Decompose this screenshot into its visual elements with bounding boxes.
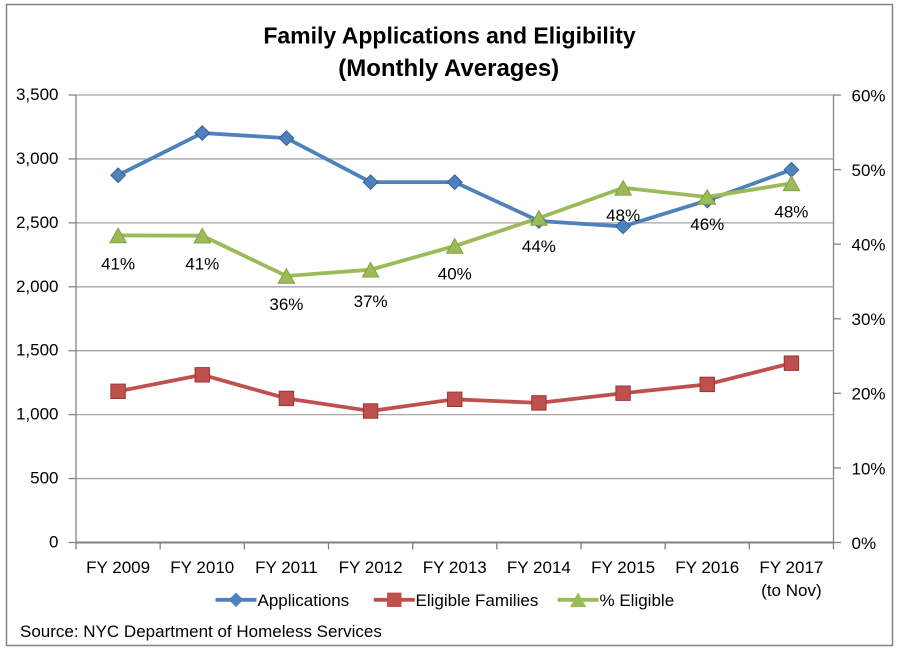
svg-text:2,000: 2,000: [16, 277, 59, 296]
svg-text:FY 2013: FY 2013: [423, 558, 487, 577]
svg-text:60%: 60%: [852, 86, 886, 105]
svg-text:1,000: 1,000: [16, 405, 59, 424]
svg-text:50%: 50%: [852, 161, 886, 180]
svg-text:0: 0: [49, 533, 58, 552]
svg-text:Source: NYC Department of Home: Source: NYC Department of Homeless Servi…: [20, 622, 382, 641]
svg-text:(Monthly Averages): (Monthly Averages): [338, 55, 559, 82]
svg-text:Applications: Applications: [258, 591, 350, 610]
svg-text:FY 2009: FY 2009: [86, 558, 150, 577]
svg-text:46%: 46%: [690, 215, 724, 234]
svg-text:48%: 48%: [774, 202, 808, 221]
svg-text:3,000: 3,000: [16, 149, 59, 168]
svg-text:Eligible Families: Eligible Families: [416, 591, 539, 610]
svg-text:% Eligible: % Eligible: [600, 591, 675, 610]
svg-text:20%: 20%: [852, 385, 886, 404]
svg-text:41%: 41%: [185, 255, 219, 274]
svg-text:FY 2010: FY 2010: [170, 558, 234, 577]
svg-text:FY 2014: FY 2014: [507, 558, 571, 577]
svg-text:48%: 48%: [606, 206, 640, 225]
svg-text:44%: 44%: [522, 237, 556, 256]
svg-text:0%: 0%: [852, 534, 877, 553]
svg-text:41%: 41%: [101, 255, 135, 274]
svg-text:500: 500: [30, 469, 58, 488]
svg-text:40%: 40%: [438, 265, 472, 284]
svg-text:(to Nov): (to Nov): [761, 581, 821, 600]
svg-text:3,500: 3,500: [16, 85, 59, 104]
svg-text:2,500: 2,500: [16, 213, 59, 232]
svg-text:30%: 30%: [852, 310, 886, 329]
svg-text:40%: 40%: [852, 236, 886, 255]
svg-text:Family Applications and Eligib: Family Applications and Eligibility: [263, 23, 636, 49]
svg-text:FY 2015: FY 2015: [591, 558, 655, 577]
svg-text:10%: 10%: [852, 459, 886, 478]
svg-text:37%: 37%: [354, 292, 388, 311]
svg-text:FY 2016: FY 2016: [675, 558, 739, 577]
svg-text:FY 2012: FY 2012: [339, 558, 403, 577]
svg-text:1,500: 1,500: [16, 341, 59, 360]
svg-text:36%: 36%: [269, 295, 303, 314]
svg-text:FY 2011: FY 2011: [255, 558, 318, 577]
svg-text:FY 2017: FY 2017: [759, 558, 823, 577]
